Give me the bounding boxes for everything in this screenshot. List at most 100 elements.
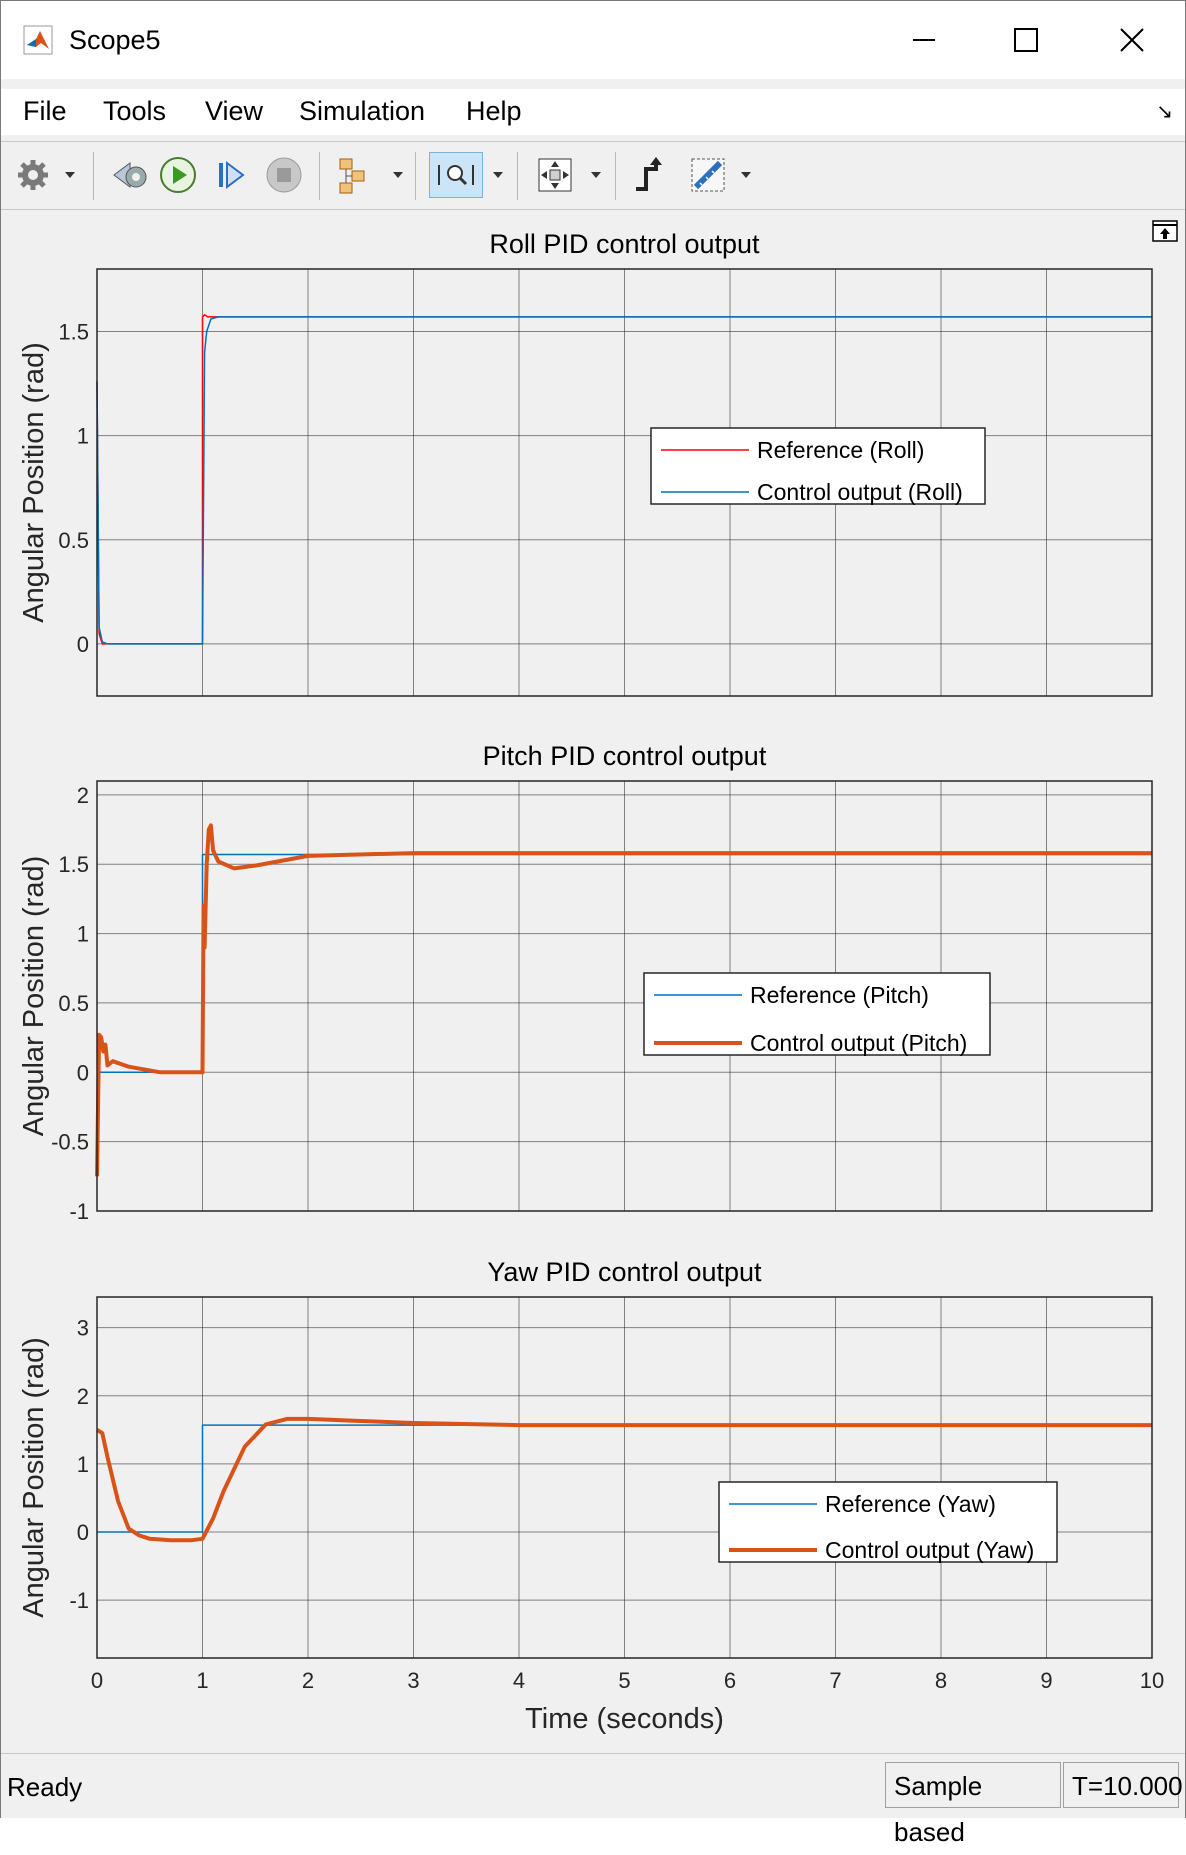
highlight-block-button[interactable]	[335, 152, 377, 198]
toolbar	[1, 142, 1185, 208]
series-line-2	[95, 1416, 1152, 1543]
close-icon	[1120, 28, 1144, 52]
axes-2: -1 -0.5 0 0.5 1 1.5 2 Pitch PID control output A…	[18, 741, 1153, 1224]
y-tick-label: -0.5	[51, 1130, 89, 1155]
y-axis-label: Angular Position (rad)	[18, 342, 50, 622]
zoom-x-icon	[438, 165, 474, 186]
axes-box	[96, 1296, 1153, 1659]
run-button[interactable]	[157, 152, 199, 198]
chart-title: Yaw PID control output	[487, 1257, 762, 1287]
maximize-icon	[1014, 28, 1038, 52]
toolbar-bottom-border	[1, 209, 1185, 210]
stop-icon	[266, 157, 302, 193]
x-tick-label: 7	[829, 1668, 841, 1693]
matlab-app-icon	[23, 25, 53, 55]
ruler-icon	[691, 158, 725, 192]
legend: Reference (Roll) Control output (Roll)	[650, 427, 986, 505]
series-line-2	[96, 316, 1152, 645]
step-back-button[interactable]	[109, 152, 151, 198]
minimize-button[interactable]	[889, 15, 959, 65]
x-axis-label: Time (seconds)	[525, 1703, 724, 1735]
legend-label: Control output (Pitch)	[750, 1030, 967, 1056]
y-tick-label: 2	[77, 783, 89, 808]
menu-separator	[1, 141, 1185, 142]
chart-title: Roll PID control output	[489, 229, 760, 259]
legend-label: Reference (Roll)	[757, 437, 924, 463]
stop-button[interactable]	[263, 152, 305, 198]
trigger-icon	[636, 157, 662, 191]
step-forward-button[interactable]	[211, 152, 251, 198]
cursor-measurements-button[interactable]	[687, 152, 729, 198]
y-tick-label: 0	[77, 632, 89, 657]
legend-label: Reference (Pitch)	[750, 982, 929, 1008]
series-line-1	[96, 314, 1152, 645]
title-bar[interactable]: Scope5	[1, 1, 1185, 79]
measurements-dropdown-arrow[interactable]	[741, 172, 751, 178]
close-button[interactable]	[1097, 15, 1167, 65]
y-tick-label: -1	[69, 1199, 89, 1224]
y-axis-label: Angular Position (rad)	[18, 1337, 50, 1617]
x-tick-label: 6	[724, 1668, 736, 1693]
play-icon	[160, 157, 196, 193]
x-tick-label: 5	[618, 1668, 630, 1693]
menu-simulation[interactable]: Simulation	[299, 96, 426, 126]
legend: Reference (Yaw) Control output (Yaw)	[718, 1481, 1058, 1563]
configuration-dropdown-arrow[interactable]	[65, 172, 75, 178]
highlight-dropdown-arrow[interactable]	[393, 172, 403, 178]
y-tick-label: 1.5	[58, 852, 89, 877]
x-tick-label: 0	[91, 1668, 103, 1693]
chart-title: Pitch PID control output	[483, 741, 767, 771]
toolbar-separator	[517, 152, 518, 200]
autoscale-button[interactable]	[533, 152, 577, 198]
triggers-button[interactable]	[629, 152, 671, 198]
y-tick-label: 1	[77, 424, 89, 449]
axes-1: 0 0.5 1 1.5 Roll PID control output Angular P…	[18, 229, 1153, 697]
x-tick-label: 4	[513, 1668, 525, 1693]
axes-3: -1 0 1 2 3 0 1 2 3 4 5 6 7 8 9 10 Yaw PID control output…	[18, 1257, 1164, 1735]
y-tick-label: 3	[77, 1316, 89, 1341]
legend: Reference (Pitch) Control output (Pitch)	[643, 972, 991, 1056]
status-text: Ready	[7, 1772, 83, 1802]
status-bar: Ready Sample based T=10.000	[1, 1753, 1185, 1847]
highlight-block-icon	[339, 158, 365, 194]
y-tick-label: -1	[69, 1588, 89, 1613]
sample-mode-indicator: Sample based	[885, 1762, 1061, 1847]
simulation-time: T=10.000	[1063, 1762, 1183, 1808]
menu-file[interactable]: File	[23, 96, 67, 126]
y-tick-label: 0	[77, 1060, 89, 1085]
zoom-button[interactable]	[429, 152, 483, 198]
legend-label: Control output (Yaw)	[825, 1537, 1034, 1563]
zoom-dropdown-arrow[interactable]	[493, 172, 503, 178]
x-tick-label: 1	[196, 1668, 208, 1693]
axes-box	[96, 268, 1153, 697]
dock-arrow-icon[interactable]: ↘	[1156, 101, 1173, 123]
gear-icon	[18, 160, 48, 190]
menu-tools[interactable]: Tools	[103, 96, 167, 126]
axes-box	[96, 780, 1153, 1212]
y-tick-label: 1.5	[58, 319, 89, 344]
y-axis-label: Angular Position (rad)	[18, 856, 50, 1136]
menu-view[interactable]: View	[205, 96, 264, 126]
menu-bar: File Tools View Simulation Help ↘	[1, 89, 1185, 135]
step-forward-icon	[219, 161, 245, 189]
minimize-icon	[913, 39, 935, 41]
y-tick-label: 2	[77, 1384, 89, 1409]
toolbar-separator	[93, 152, 94, 200]
y-tick-label: 0	[77, 1520, 89, 1545]
autoscale-dropdown-arrow[interactable]	[591, 172, 601, 178]
x-tick-label: 2	[302, 1668, 314, 1693]
scope-plots: 0 0.5 1 1.5 Roll PID control output Angular P…	[18, 229, 1164, 1735]
menu-help[interactable]: Help	[466, 96, 522, 126]
autoscale-icon	[538, 158, 572, 192]
configuration-properties-button[interactable]	[13, 152, 53, 198]
x-tick-label: 10	[1140, 1668, 1164, 1693]
undock-icon[interactable]	[1151, 219, 1179, 243]
x-tick-label: 9	[1040, 1668, 1052, 1693]
maximize-button[interactable]	[991, 15, 1061, 65]
y-tick-label: 1	[77, 922, 89, 947]
y-tick-label: 0.5	[58, 528, 89, 553]
y-tick-label: 0.5	[58, 991, 89, 1016]
step-back-icon	[113, 162, 147, 188]
toolbar-separator	[415, 152, 416, 200]
